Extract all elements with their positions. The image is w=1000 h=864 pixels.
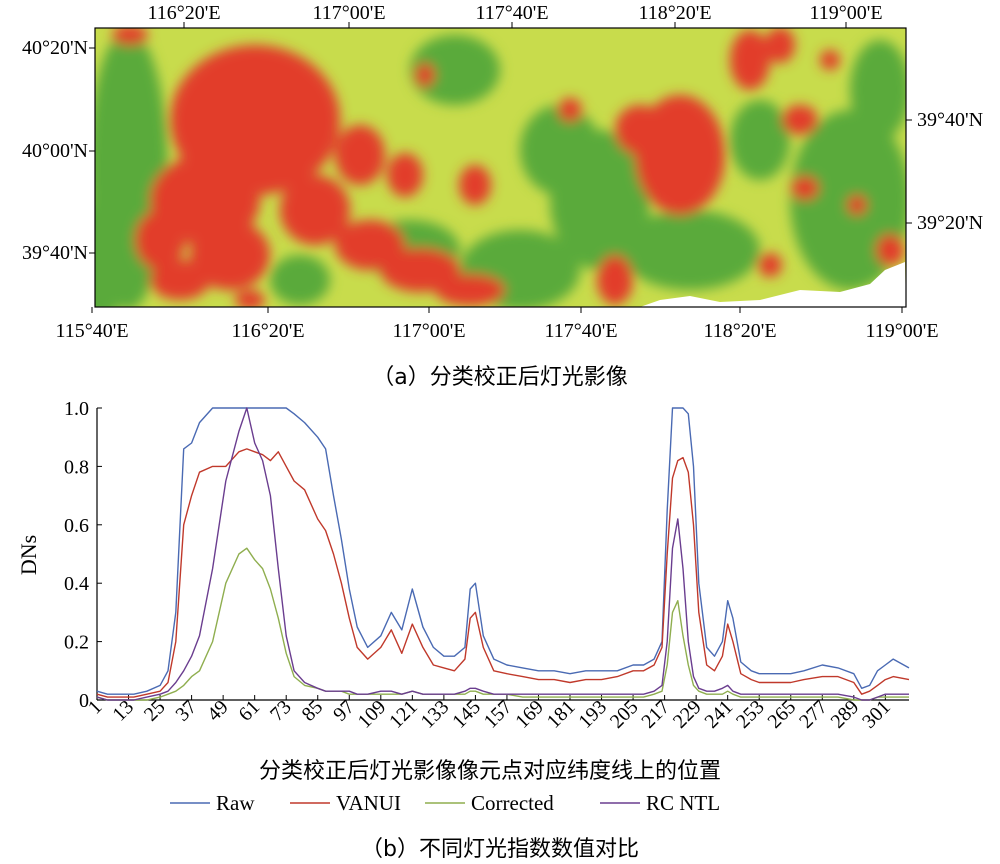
x-tick-label: 193 xyxy=(574,696,611,733)
legend-label: Corrected xyxy=(471,791,554,815)
map-top-tick: 117°40'E xyxy=(475,2,548,24)
series-line-vanui xyxy=(96,448,910,698)
map-raster xyxy=(95,28,906,307)
map-bottom-tick: 116°20'E xyxy=(231,320,304,342)
map-blob xyxy=(758,253,782,277)
series-line-rc-ntl xyxy=(96,407,909,701)
chart-caption: （b）不同灯光指数数值对比 xyxy=(361,837,639,862)
legend-label: Raw xyxy=(216,791,255,815)
map-blob xyxy=(876,234,904,266)
chart-legend: Raw VANUI Corrected RC NTL xyxy=(170,791,720,815)
map-blob xyxy=(270,255,330,305)
map-blob xyxy=(235,290,265,307)
x-tick-label: 145 xyxy=(448,696,485,733)
y-axis-label: DNs xyxy=(16,535,41,575)
y-tick-label: 1.0 xyxy=(64,398,89,420)
x-tick-label: 253 xyxy=(732,696,769,733)
map-top-tick: 117°00'E xyxy=(312,2,385,24)
map-blob xyxy=(435,274,505,306)
series-line-raw xyxy=(96,407,910,695)
map-left-tick: 39°40'N xyxy=(22,242,88,264)
map-blob xyxy=(112,28,148,45)
map-blob xyxy=(765,28,795,63)
x-tick-label: 241 xyxy=(700,696,737,733)
x-tick-label: 229 xyxy=(669,696,706,733)
x-tick-label: 205 xyxy=(606,696,643,733)
map-blob xyxy=(782,105,818,135)
x-tick-label: 157 xyxy=(480,696,517,733)
y-tick-label: 0.2 xyxy=(64,632,89,654)
map-blob xyxy=(791,176,819,200)
map-blob xyxy=(150,260,210,300)
map-bottom-tick: 117°40'E xyxy=(544,320,617,342)
series-line-corrected xyxy=(96,547,909,701)
map-blob xyxy=(615,105,665,155)
y-tick-label: 0.6 xyxy=(64,515,89,537)
map-blob xyxy=(847,195,867,215)
map-caption: （a）分类校正后灯光影像 xyxy=(372,365,627,390)
y-tick-label: 0 xyxy=(79,690,89,712)
x-tick-label: 265 xyxy=(764,696,801,733)
map-blob xyxy=(190,220,270,290)
map-panel: 116°20'E 117°00'E 117°40'E 118°20'E 119°… xyxy=(22,2,983,390)
x-tick-label: 121 xyxy=(385,696,422,733)
map-blob xyxy=(280,175,350,245)
y-tick-label: 0.4 xyxy=(64,573,89,595)
map-blob xyxy=(620,210,760,290)
map-blob xyxy=(520,105,600,195)
x-tick-label: 109 xyxy=(354,696,391,733)
map-blob xyxy=(730,100,790,180)
x-tick-label: 301 xyxy=(858,696,895,733)
map-blob xyxy=(95,200,130,307)
map-blob xyxy=(850,40,906,140)
chart-series-lines xyxy=(96,407,910,701)
map-blob xyxy=(415,63,435,87)
map-bottom-tick: 119°00'E xyxy=(865,320,938,342)
map-ticks xyxy=(89,22,912,313)
map-blob xyxy=(558,98,582,122)
map-right-tick: 39°40'N xyxy=(917,109,983,131)
map-frame xyxy=(94,27,907,308)
map-nodata-area xyxy=(640,262,906,307)
map-top-tick: 119°00'E xyxy=(809,2,882,24)
map-right-tick: 39°20'N xyxy=(917,212,983,234)
map-blob xyxy=(597,255,633,305)
chart-axes xyxy=(96,407,909,701)
x-tick-label: 169 xyxy=(511,696,548,733)
map-blob xyxy=(135,210,185,270)
map-left-tick: 40°00'N xyxy=(22,140,88,162)
x-tick-label: 289 xyxy=(827,696,864,733)
line-chart-panel: 00.20.40.60.81.01 13 25 37 49 61 73 85 971091211… xyxy=(16,398,910,862)
x-tick-label: 181 xyxy=(543,696,580,733)
map-bottom-tick: 117°00'E xyxy=(392,320,465,342)
x-tick-label: 217 xyxy=(637,696,674,733)
map-left-tick: 40°20'N xyxy=(22,37,88,59)
map-blob xyxy=(380,248,460,292)
map-blob xyxy=(410,35,500,105)
map-blob xyxy=(459,165,491,205)
map-top-tick: 118°20'E xyxy=(638,2,711,24)
map-top-tick: 116°20'E xyxy=(147,2,220,24)
legend-label: RC NTL xyxy=(646,791,720,815)
y-tick-label: 0.8 xyxy=(64,456,89,478)
map-blob xyxy=(730,30,770,90)
x-tick-label: 277 xyxy=(795,696,832,733)
map-blob xyxy=(335,125,385,185)
x-tick-label: 133 xyxy=(417,696,454,733)
x-axis-label: 分类校正后灯光影像像元点对应纬度线上的位置 xyxy=(259,759,721,784)
map-bottom-tick: 118°20'E xyxy=(703,320,776,342)
legend-label: VANUI xyxy=(336,791,401,815)
map-blob xyxy=(387,153,423,197)
map-blob xyxy=(820,50,840,70)
map-bottom-tick: 115°40'E xyxy=(55,320,128,342)
